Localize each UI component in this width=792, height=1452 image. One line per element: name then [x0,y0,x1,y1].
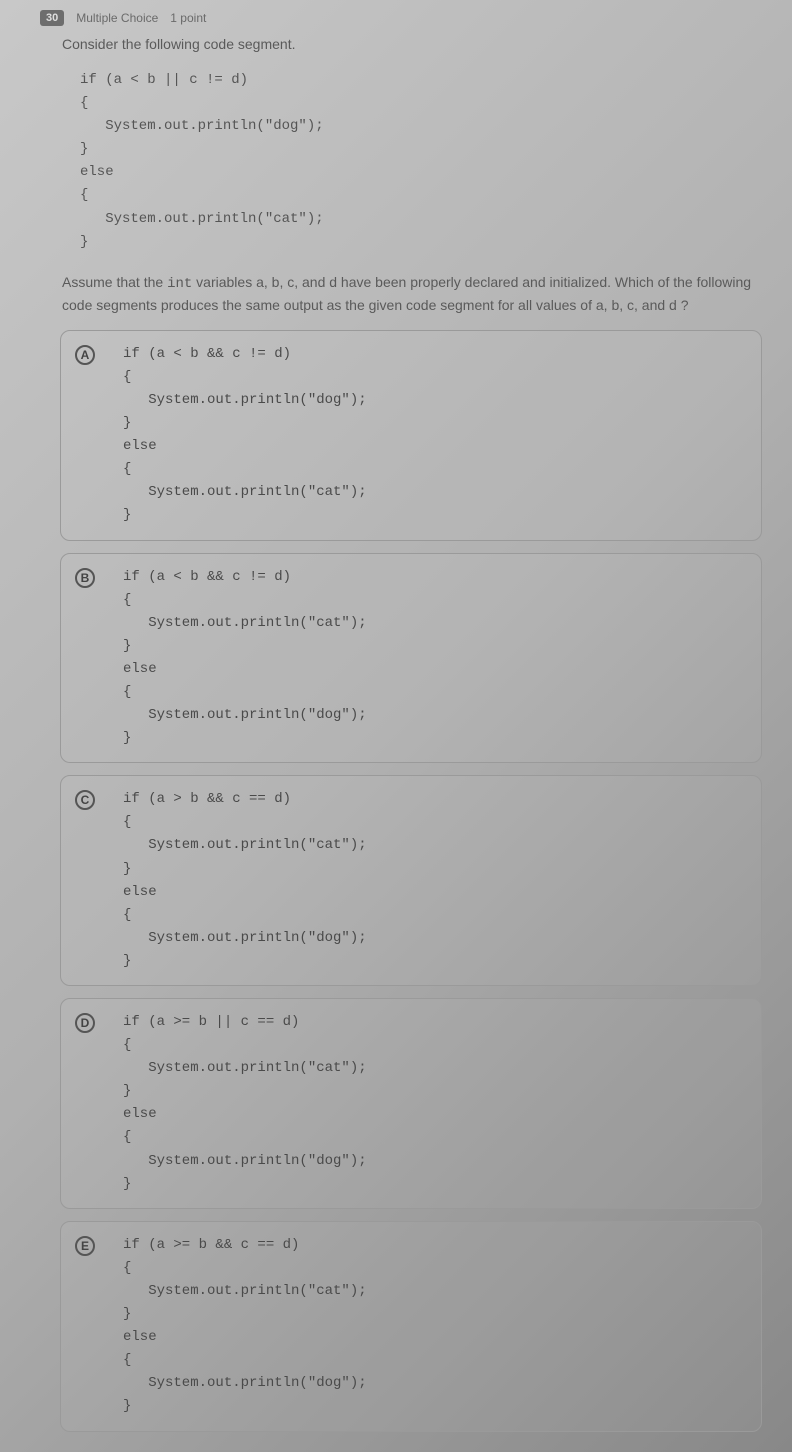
question-number-badge: 30 [40,10,64,26]
options-list: A if (a < b && c != d) { System.out.prin… [60,330,762,1432]
question-points-label: 1 point [170,11,206,25]
option-letter-c: C [75,790,95,810]
option-code-e: if (a >= b && c == d) { System.out.print… [123,1234,367,1419]
option-letter-e: E [75,1236,95,1256]
option-code-a: if (a < b && c != d) { System.out.printl… [123,343,367,528]
option-e[interactable]: E if (a >= b && c == d) { System.out.pri… [60,1221,762,1432]
option-b[interactable]: B if (a < b && c != d) { System.out.prin… [60,553,762,764]
stem-code-block: if (a < b || c != d) { System.out.printl… [80,69,772,254]
option-c[interactable]: C if (a > b && c == d) { System.out.prin… [60,775,762,986]
context-pre: Assume that the [62,274,167,290]
option-d[interactable]: D if (a >= b || c == d) { System.out.pri… [60,998,762,1209]
prompt-context: Assume that the int variables a, b, c, a… [62,272,772,316]
question-type-label: Multiple Choice [76,11,158,25]
context-keyword: int [167,276,192,292]
question-header: 30 Multiple Choice 1 point [40,10,772,26]
option-code-c: if (a > b && c == d) { System.out.printl… [123,788,367,973]
option-letter-a: A [75,345,95,365]
option-letter-d: D [75,1013,95,1033]
option-letter-b: B [75,568,95,588]
option-a[interactable]: A if (a < b && c != d) { System.out.prin… [60,330,762,541]
option-code-d: if (a >= b || c == d) { System.out.print… [123,1011,367,1196]
option-code-b: if (a < b && c != d) { System.out.printl… [123,566,367,751]
prompt-intro: Consider the following code segment. [62,34,772,55]
